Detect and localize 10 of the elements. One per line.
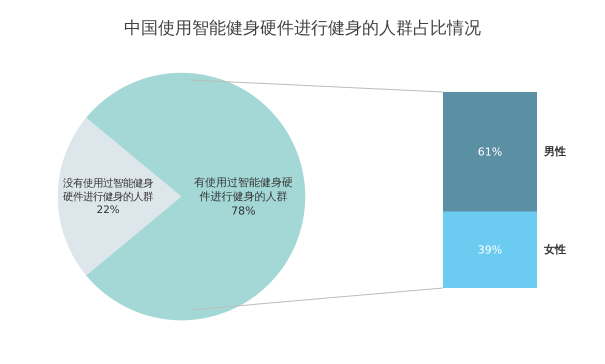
data-label: 22% — [96, 204, 120, 216]
data-label: 39% — [478, 243, 502, 256]
pie-slice — [58, 118, 182, 276]
series-label: 男性 — [543, 145, 566, 158]
series-label: 女性 — [543, 243, 566, 256]
chart-title: 中国使用智能健身硬件进行健身的人群占比情况 — [124, 18, 481, 39]
data-label: 61% — [478, 145, 502, 158]
slice-label: 有使用过智能健身硬件进行健身的人群 — [194, 176, 293, 204]
data-label: 78% — [231, 204, 256, 218]
slice-label: 没有使用过智能健身硬件进行健身的人群 — [63, 177, 154, 203]
